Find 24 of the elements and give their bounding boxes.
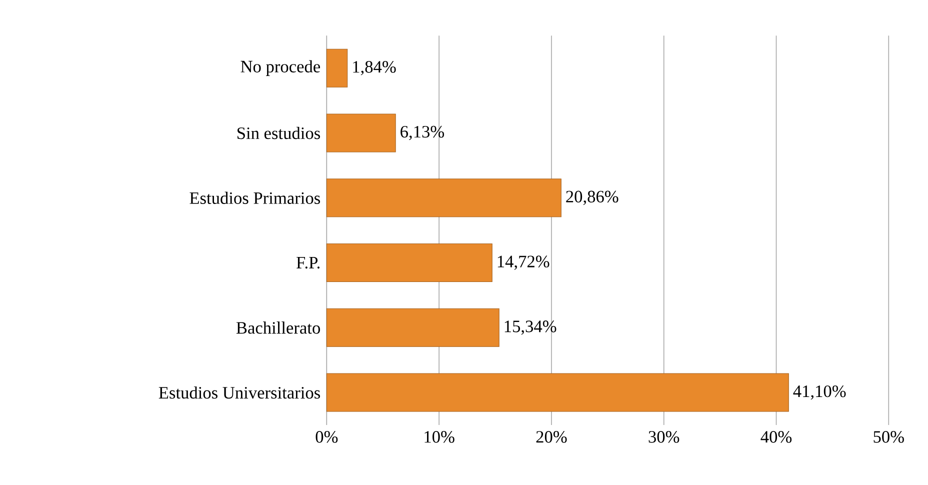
y-tick-label: Estudios Primarios	[190, 192, 320, 204]
data-label: 6,13%	[400, 126, 444, 140]
bar	[326, 244, 492, 282]
x-tick-label: 30%	[648, 431, 680, 443]
bar	[326, 48, 348, 88]
x-tick-label: 40%	[760, 431, 792, 443]
data-label: 15,34%	[504, 320, 556, 335]
y-tick-label: Sin estudios	[238, 126, 320, 140]
bar	[326, 308, 500, 347]
y-tick-label: Estudios Universitarios	[158, 386, 320, 399]
y-tick-label: F.P.	[296, 256, 320, 269]
data-label: 41,10%	[793, 385, 846, 400]
bar	[326, 178, 562, 218]
bar	[326, 373, 789, 412]
y-tick-label: Bachillerato	[236, 322, 320, 334]
data-label: 20,86%	[566, 190, 618, 205]
data-label: 1,84%	[353, 61, 396, 76]
x-tick-label: 10%	[424, 431, 454, 443]
x-tick-label: 0%	[316, 431, 338, 443]
x-tick-label: 50%	[874, 431, 904, 443]
bar	[326, 114, 396, 152]
y-tick-label: No procede	[240, 60, 320, 76]
data-label: 14,72%	[498, 256, 550, 270]
x-tick-label: 20%	[536, 431, 567, 443]
